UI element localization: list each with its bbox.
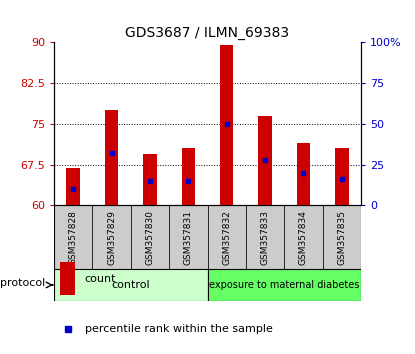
Bar [208, 269, 361, 301]
Text: GSM357832: GSM357832 [222, 210, 231, 265]
Bar [335, 148, 349, 205]
Bar [169, 205, 208, 269]
Bar [54, 269, 208, 301]
Text: count: count [85, 274, 116, 284]
Text: control: control [111, 280, 150, 290]
Bar [323, 205, 361, 269]
Bar [93, 205, 131, 269]
Bar [66, 169, 80, 205]
Bar [105, 110, 118, 205]
Bar [182, 148, 195, 205]
Text: GSM357831: GSM357831 [184, 210, 193, 265]
Text: percentile rank within the sample: percentile rank within the sample [85, 324, 273, 335]
Bar [54, 205, 92, 269]
Text: GSM357834: GSM357834 [299, 210, 308, 265]
Bar [143, 154, 156, 205]
Text: exposure to maternal diabetes: exposure to maternal diabetes [209, 280, 359, 290]
Bar [220, 45, 233, 205]
Bar [297, 143, 310, 205]
Text: protocol: protocol [0, 278, 46, 288]
Bar [60, 262, 76, 295]
Bar [246, 205, 284, 269]
Text: GSM357828: GSM357828 [68, 210, 78, 265]
Title: GDS3687 / ILMN_69383: GDS3687 / ILMN_69383 [125, 26, 290, 40]
Text: GSM357833: GSM357833 [261, 210, 270, 265]
Bar [259, 116, 272, 205]
Text: GSM357830: GSM357830 [145, 210, 154, 265]
Bar [284, 205, 323, 269]
Text: GSM357829: GSM357829 [107, 210, 116, 265]
Text: GSM357835: GSM357835 [337, 210, 347, 265]
Bar [208, 205, 246, 269]
Bar [131, 205, 169, 269]
